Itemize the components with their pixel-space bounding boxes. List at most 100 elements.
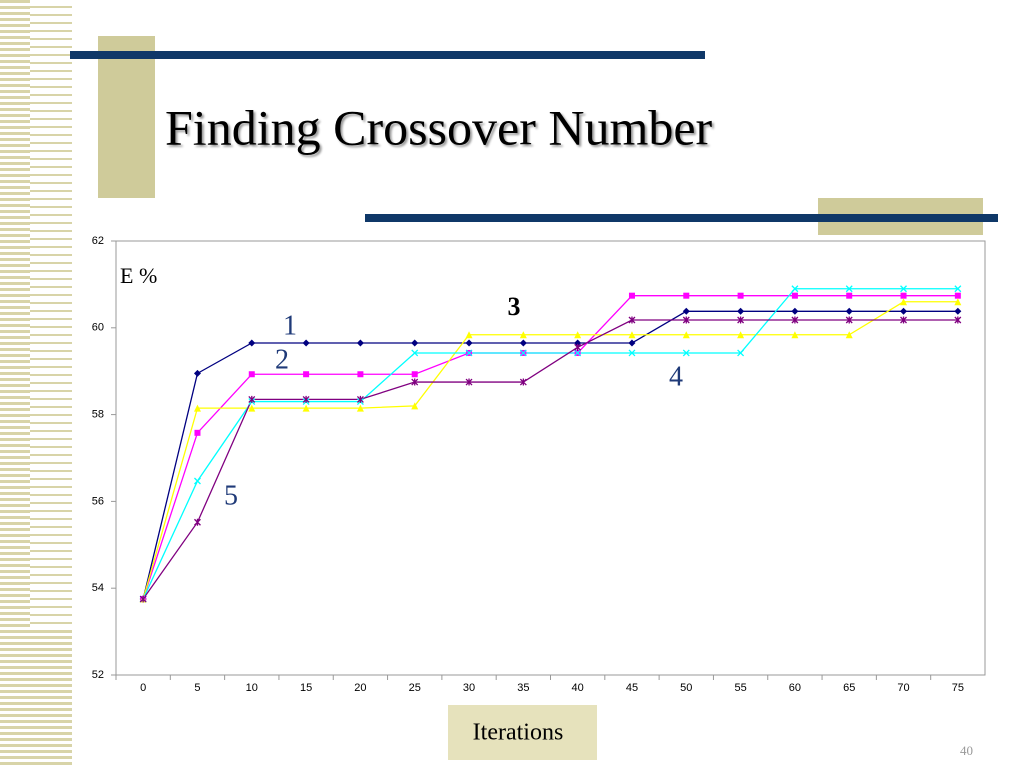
series-line [142,288,958,600]
x-tick-label: 5 [194,682,200,694]
marker [954,285,962,293]
marker [194,429,201,436]
marker [302,395,310,403]
series-label: 3 [508,292,521,321]
marker [683,292,690,299]
x-tick-label: 15 [300,682,312,694]
marker [411,349,419,357]
marker [519,339,527,347]
x-tick-label: 60 [789,682,801,694]
marker [411,339,419,347]
marker [737,307,745,315]
marker [628,331,636,339]
marker [302,404,310,412]
plot-area [115,240,986,676]
decor-bar [365,214,998,222]
x-label-box [448,705,597,760]
marker [356,339,364,347]
y-tick-label: 52 [92,669,104,681]
marker [845,307,853,315]
marker [900,298,908,306]
marker [465,349,473,357]
marker [682,307,690,315]
series-line [142,295,958,600]
marker [845,316,853,324]
marker [954,307,962,315]
marker [845,285,853,293]
y-tick-label: 56 [92,495,104,507]
marker [900,307,908,315]
marker [682,331,690,339]
marker [791,307,799,315]
marker [900,285,907,293]
x-tick-label: 20 [354,682,366,694]
x-tick-label: 40 [572,682,584,694]
marker [519,378,527,386]
series-label: 4 [669,361,683,392]
marker [193,369,201,377]
marker [682,316,690,324]
marker [248,339,256,347]
marker [574,331,582,339]
x-tick-label: 65 [843,682,855,694]
x-tick-label: 10 [246,682,258,694]
y-tick-label: 54 [92,582,104,594]
x-axis-label: Iterations [473,720,564,746]
x-tick-label: 70 [897,682,909,694]
x-tick-label: 75 [952,682,964,694]
marker [139,595,147,603]
y-tick-label: 62 [92,235,104,247]
marker [303,371,310,378]
series-line [142,310,958,600]
marker [628,316,636,324]
marker [900,292,907,299]
marker [791,292,798,299]
marker [465,378,473,386]
x-tick-label: 30 [463,682,475,694]
marker [954,292,961,299]
marker [411,378,419,386]
decor-block [98,36,155,198]
marker [465,331,473,339]
marker [302,339,310,347]
series-line [142,301,958,600]
marker [791,331,799,339]
marker [574,349,582,357]
marker [845,331,853,339]
marker [900,316,907,324]
marker [628,339,636,347]
marker [519,331,527,339]
x-tick-label: 0 [140,682,146,694]
x-tick-label: 35 [517,682,529,694]
marker [628,349,636,357]
stripe-decoration [30,0,72,630]
y-tick-label: 60 [92,322,104,334]
x-tick-label: 55 [734,682,746,694]
marker [954,298,962,306]
marker [411,402,419,410]
marker [411,371,418,378]
series-label: 2 [275,344,289,375]
series-label: 1 [283,310,297,341]
marker [737,316,745,324]
page-number: 40 [960,743,973,758]
marker [465,339,473,347]
decor-bar [70,51,705,59]
series-label: 5 [224,480,238,511]
x-tick-label: 50 [680,682,692,694]
marker [194,477,201,485]
marker [954,316,962,324]
marker [682,349,690,357]
marker [791,316,799,324]
marker [628,292,635,299]
marker [574,343,582,351]
slide-title: Finding Crossover Number [165,99,713,155]
x-tick-label: 45 [626,682,638,694]
marker [519,349,527,357]
x-tick-label: 25 [409,682,421,694]
marker [356,395,364,403]
marker [356,404,364,412]
y-tick-label: 58 [92,409,104,421]
